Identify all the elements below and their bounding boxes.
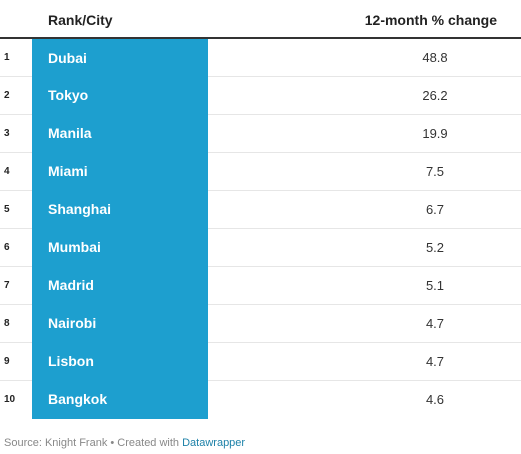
city-name: Lisbon [48, 353, 94, 369]
change-value: 4.7 [425, 354, 445, 369]
table-row: 8 Nairobi 4.7 [0, 304, 521, 343]
change-value: 7.5 [425, 164, 445, 179]
city-highlight-cell: Mumbai [32, 228, 208, 267]
city-name: Tokyo [48, 87, 89, 103]
rank-number: 1 [4, 52, 10, 63]
city-highlight-cell: Nairobi [32, 304, 208, 343]
change-value: 5.1 [425, 278, 445, 293]
city-highlight-cell: Shanghai [32, 190, 208, 229]
city-highlight-cell: Madrid [32, 266, 208, 305]
city-highlight-cell: Bangkok [32, 380, 208, 419]
city-highlight-cell: Tokyo [32, 76, 208, 115]
change-value: 19.9 [422, 126, 448, 141]
table-row: 10 Bangkok 4.6 [0, 380, 521, 419]
table-row: 7 Madrid 5.1 [0, 266, 521, 305]
table-row: 4 Miami 7.5 [0, 152, 521, 191]
table-row: 6 Mumbai 5.2 [0, 228, 521, 267]
header-rank-city[interactable]: Rank/City [48, 12, 113, 28]
header-change[interactable]: 12-month % change [364, 12, 497, 28]
rank-number: 7 [4, 280, 10, 291]
change-value: 4.6 [425, 392, 445, 407]
city-name: Shanghai [48, 201, 112, 217]
rank-number: 2 [4, 90, 10, 101]
rank-number: 4 [4, 166, 10, 177]
table-body: 1 Dubai 48.8 2 Tokyo 26.2 3 Manila 19.9 4 Miami 7.5… [0, 39, 521, 419]
change-value: 48.8 [422, 50, 448, 65]
city-highlight-cell: Dubai [32, 39, 208, 77]
city-highlight-cell: Lisbon [32, 342, 208, 381]
city-name: Dubai [48, 50, 87, 66]
city-name: Bangkok [48, 391, 108, 407]
city-highlight-cell: Manila [32, 114, 208, 153]
rank-number: 6 [4, 242, 10, 253]
table-row: 3 Manila 19.9 [0, 114, 521, 153]
ranking-table: Rank/City 12-month % change 1 Dubai 48.8 2 T… [0, 0, 521, 419]
footer-source: Source: Knight Frank • Created with Data… [4, 437, 245, 449]
table-row: 2 Tokyo 26.2 [0, 76, 521, 115]
rank-number: 5 [4, 204, 10, 215]
table-header: Rank/City 12-month % change [0, 0, 521, 39]
rank-number: 8 [4, 318, 10, 329]
source-text: Source: Knight Frank • Created with [4, 437, 183, 449]
rank-number: 3 [4, 128, 10, 139]
city-name: Miami [48, 163, 88, 179]
city-name: Madrid [48, 277, 94, 293]
change-value: 26.2 [422, 88, 448, 103]
table-row: 1 Dubai 48.8 [0, 39, 521, 77]
rank-number: 10 [4, 394, 16, 405]
city-name: Nairobi [48, 315, 97, 331]
city-name: Mumbai [48, 239, 101, 255]
city-name: Manila [48, 125, 92, 141]
table-row: 5 Shanghai 6.7 [0, 190, 521, 229]
rank-number: 9 [4, 356, 10, 367]
change-value: 4.7 [425, 316, 445, 331]
change-value: 5.2 [425, 240, 445, 255]
table-row: 9 Lisbon 4.7 [0, 342, 521, 381]
change-value: 6.7 [425, 202, 445, 217]
datawrapper-link[interactable]: Datawrapper [182, 437, 246, 449]
city-highlight-cell: Miami [32, 152, 208, 191]
